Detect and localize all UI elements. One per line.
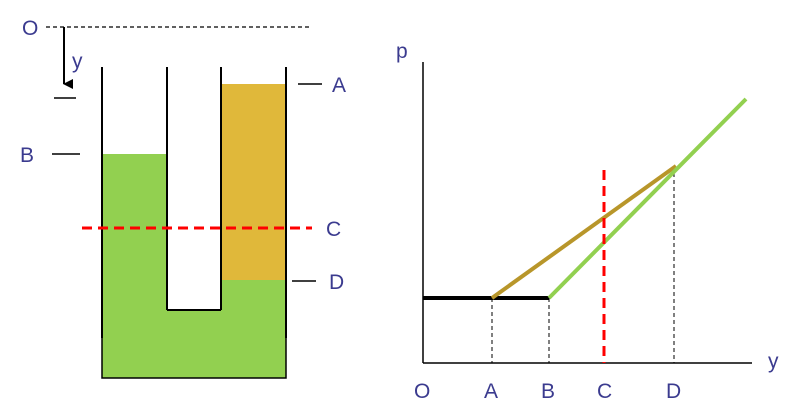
pressure-lower-liquid-line xyxy=(547,97,748,300)
lower-liquid xyxy=(102,154,286,378)
tick-label-d: D xyxy=(666,380,681,403)
tick-label-c: C xyxy=(597,380,612,403)
x-axis-label: y xyxy=(768,350,779,373)
pressure-graph: p y O A B C D xyxy=(396,40,779,403)
origin-label: O xyxy=(22,17,38,40)
u-tube-diagram: O y A B C D xyxy=(20,17,346,379)
tube-walls xyxy=(101,67,287,338)
pressure-upper-liquid-line xyxy=(490,164,678,300)
level-d-label: D xyxy=(329,271,344,294)
level-b-label: B xyxy=(20,144,34,167)
tick-label-a: A xyxy=(484,380,498,403)
upper-liquid xyxy=(221,84,286,280)
tick-label-b: B xyxy=(541,380,555,403)
tube-bottom-outline xyxy=(101,310,287,379)
level-c-label: C xyxy=(326,218,341,241)
tick-label-o: O xyxy=(414,380,430,403)
depth-label: y xyxy=(72,50,83,73)
y-axis-label: p xyxy=(396,40,408,63)
level-a-label: A xyxy=(332,74,346,97)
